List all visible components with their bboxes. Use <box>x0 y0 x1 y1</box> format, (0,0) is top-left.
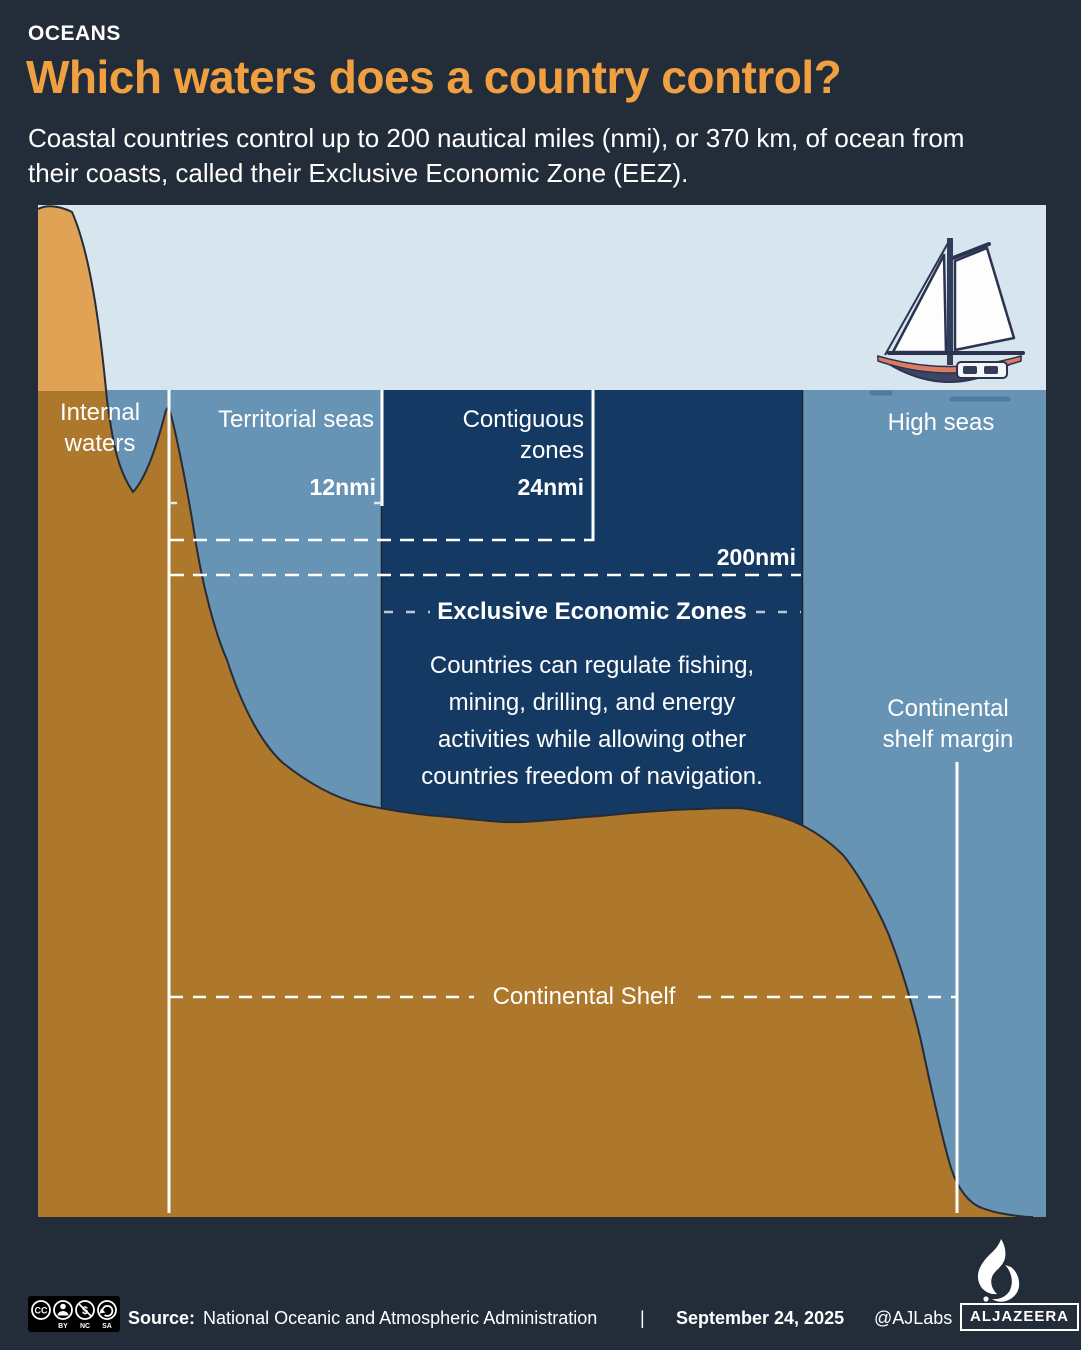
source-line: Source: National Oceanic and Atmospheric … <box>128 1308 597 1329</box>
label-high-seas: High seas <box>887 409 995 436</box>
cc-icon-text: CC <box>35 1306 48 1316</box>
footer-separator: | <box>640 1308 645 1328</box>
eez-description-line2: mining, drilling, and energy <box>448 689 736 716</box>
label-shelf-margin-line1: Continental <box>887 695 1009 722</box>
label-contiguous-line2: zones <box>519 437 584 464</box>
by-icon-body <box>57 1311 69 1316</box>
subtitle-line-1: Coastal countries control up to 200 naut… <box>28 123 965 153</box>
boat-forestay <box>884 242 949 356</box>
label-contiguous-zones: Contiguous zones <box>434 404 584 466</box>
label-eez-title: Exclusive Economic Zones <box>437 598 747 625</box>
source-label: Source: <box>128 1308 196 1328</box>
land-outline <box>38 205 1034 1217</box>
subtitle: Coastal countries control up to 200 naut… <box>28 121 964 191</box>
eez-description-line3: activities while allowing other <box>437 726 747 753</box>
nc-label: NC <box>80 1323 90 1330</box>
label-200nmi: 200nmi <box>716 544 796 570</box>
label-internal-waters: Internal waters <box>38 397 162 459</box>
landmass <box>38 206 1033 1217</box>
sa-label: SA <box>102 1323 112 1330</box>
boat-gaff-spar <box>951 242 991 260</box>
eez-description-line1: Countries can regulate fishing, <box>429 652 755 679</box>
label-territorial-seas: Territorial seas <box>217 406 374 433</box>
label-24nmi: 24nmi <box>517 474 584 500</box>
ajlabs-credit: @AJLabs <box>874 1308 953 1328</box>
label-12nmi: 12nmi <box>309 474 376 500</box>
aljazeera-wordmark: ALJAZEERA <box>960 1303 1080 1331</box>
source-text: National Oceanic and Atmospheric Adminis… <box>203 1308 598 1328</box>
by-label: BY <box>58 1323 68 1330</box>
cc-icon <box>31 1300 51 1320</box>
boat-main-sail <box>953 246 1016 352</box>
kicker: OCEANS <box>28 22 121 45</box>
boat-mast <box>947 238 953 365</box>
cc-license-badge: CC $ BY NC SA <box>28 1296 120 1332</box>
label-shelf-margin-line2: shelf margin <box>882 726 1014 753</box>
eez-description: Countries can regulate fishing, mining, … <box>392 647 792 795</box>
aljazeera-logo-icon <box>977 1239 1020 1302</box>
eez-description-line4: countries freedom of navigation. <box>421 763 763 790</box>
label-contiguous-line1: Contiguous <box>462 406 584 433</box>
sa-icon-arrowhead <box>99 1308 106 1314</box>
publish-date: September 24, 2025 <box>676 1308 845 1328</box>
label-internal-waters-line1: Internal <box>59 399 141 426</box>
label-continental-shelf: Continental Shelf <box>492 983 676 1010</box>
subtitle-line-2: their coasts, called their Exclusive Eco… <box>28 158 689 188</box>
label-internal-waters-line2: waters <box>64 430 136 457</box>
ocean-zones-diagram: Internal waters Territorial seas 12nmi C… <box>38 205 1046 1217</box>
boat-window-2 <box>984 366 998 374</box>
boat-window-1 <box>963 366 977 374</box>
label-continental-shelf-margin: Continental shelf margin <box>869 693 1027 755</box>
diagram-scene <box>38 205 1046 1217</box>
by-icon <box>53 1300 73 1320</box>
sa-icon <box>97 1300 117 1320</box>
sa-icon-arrow <box>101 1305 114 1317</box>
page-title: Which waters does a country control? <box>26 51 842 103</box>
nc-icon <box>75 1300 95 1320</box>
by-icon-head <box>60 1303 66 1310</box>
nc-icon-slash <box>78 1303 92 1317</box>
sailboat-illustration <box>869 238 1025 402</box>
landmass-above-water <box>38 206 107 391</box>
